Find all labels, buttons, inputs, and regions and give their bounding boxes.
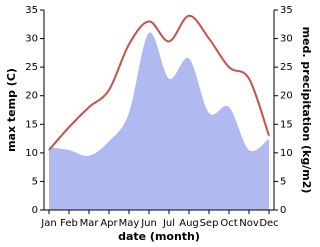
x-tick-label: Feb [60, 218, 78, 229]
y-tick-label: 25 [25, 62, 38, 73]
y-tick-label: 20 [25, 91, 38, 102]
temperature-line [48, 14, 270, 151]
x-tick-label: Sep [200, 218, 219, 229]
x-axis-label: date (month) [118, 230, 200, 243]
y-tick-label: 15 [25, 119, 38, 130]
y-tick-label: 5 [32, 176, 38, 187]
y2-axis-label: med. precipitation (kg/m2) [300, 27, 313, 194]
x-tick-label: Jun [140, 218, 157, 229]
y2-tick-label: 35 [280, 5, 293, 16]
y2-tick-label: 30 [280, 34, 293, 45]
x-tick-label: May [119, 218, 140, 229]
x-tick-label: Jul [162, 218, 175, 229]
x-tick-label: Apr [100, 218, 118, 229]
x-tick-label: Nov [239, 218, 259, 229]
y-axis-label: max temp (C) [5, 68, 18, 152]
x-tick-label: Oct [220, 218, 237, 229]
y2-tick-label: 15 [280, 119, 293, 130]
x-tick-label: Dec [259, 218, 278, 229]
precipitation-area [49, 32, 269, 210]
y-tick-label: 0 [32, 205, 38, 216]
y2-tick-label: 0 [280, 205, 286, 216]
y2-tick-label: 25 [280, 62, 293, 73]
x-tick-label: Jan [40, 218, 56, 229]
x-tick-label: Mar [80, 218, 100, 229]
y-tick-label: 35 [25, 5, 38, 16]
y2-tick-label: 5 [280, 176, 286, 187]
y-tick-label: 10 [25, 148, 38, 159]
x-tick-label: Aug [179, 218, 199, 229]
y2-tick-label: 10 [280, 148, 293, 159]
y2-tick-label: 20 [280, 91, 293, 102]
y-tick-label: 30 [25, 34, 38, 45]
